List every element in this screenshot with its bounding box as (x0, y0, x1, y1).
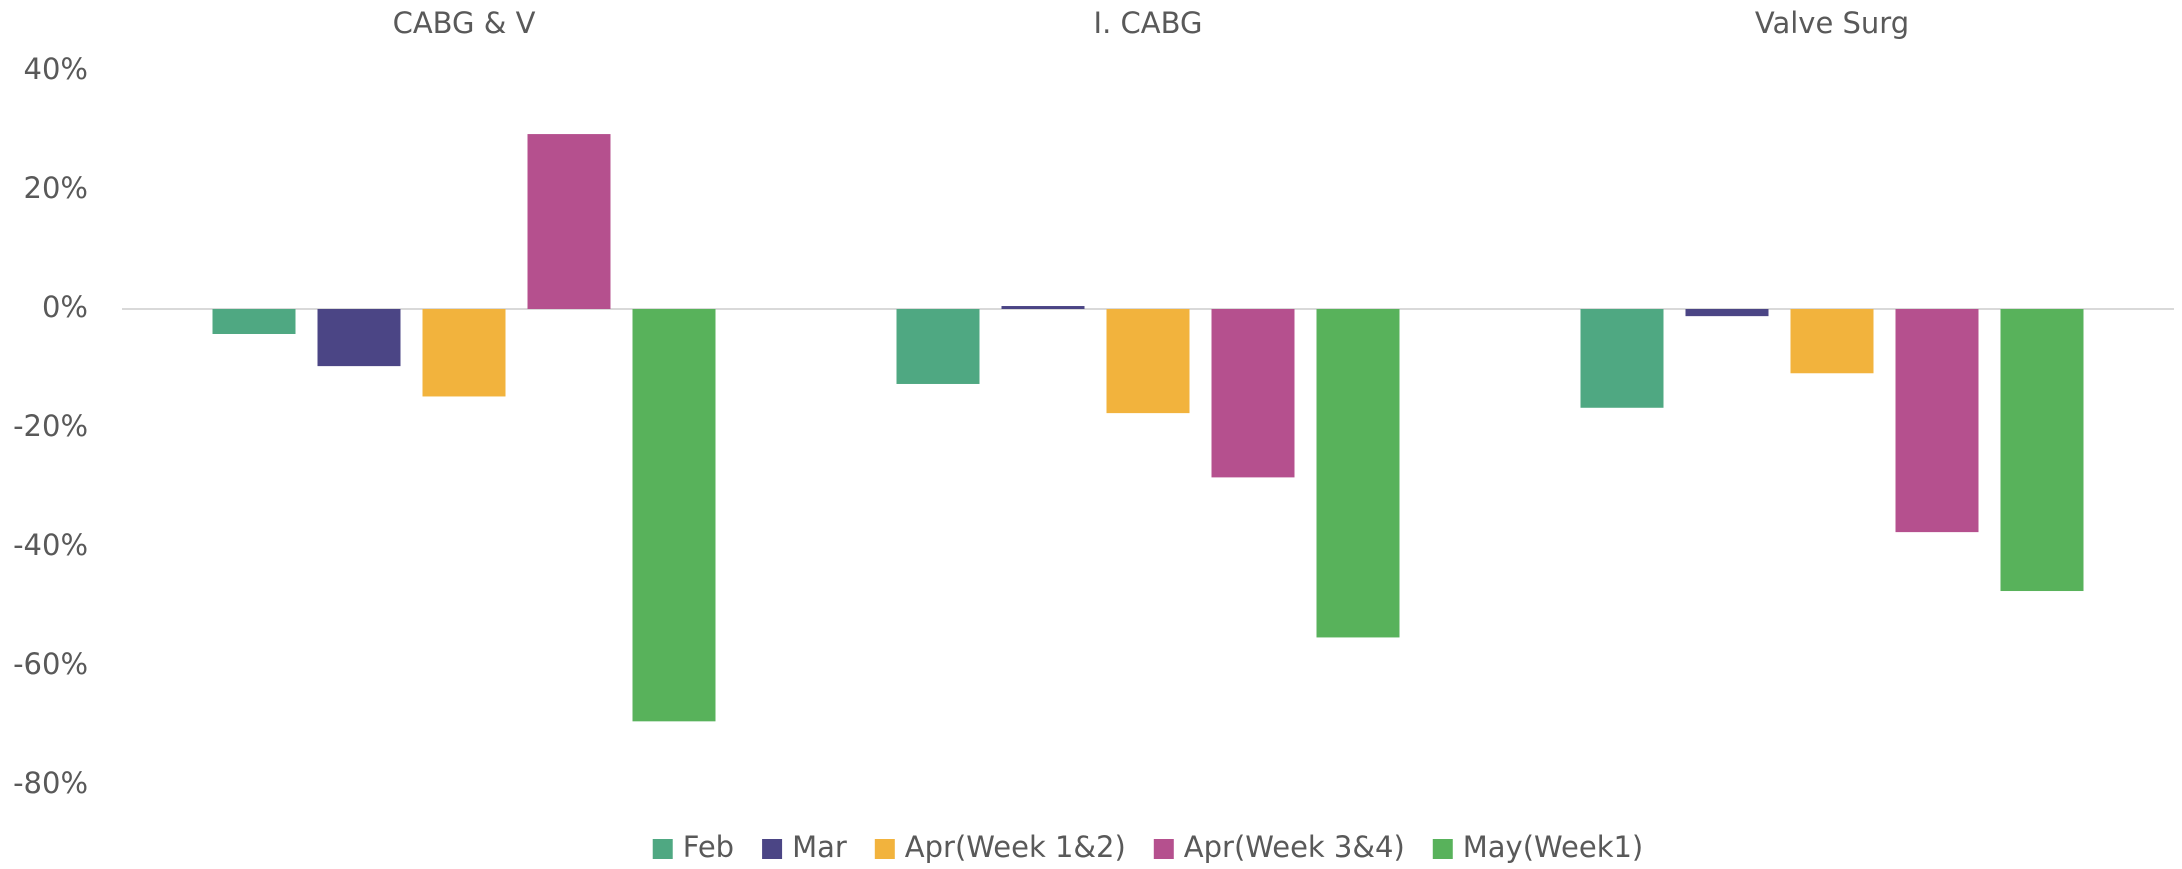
bar (1895, 309, 1979, 533)
bar (2000, 309, 2084, 592)
bar (1001, 306, 1085, 309)
bar (1580, 309, 1664, 408)
category-label: Valve Surg (1755, 6, 1909, 40)
bar (1106, 309, 1190, 414)
bar (527, 134, 611, 309)
y-tick-label: -40% (13, 528, 88, 562)
legend-swatch (762, 839, 783, 859)
legend-label: Feb (683, 830, 734, 864)
bar (422, 309, 506, 397)
legend-label: Mar (792, 830, 847, 864)
legend-swatch (652, 839, 673, 859)
bar (212, 309, 296, 334)
bar (632, 309, 716, 722)
y-tick-label: 0% (42, 290, 88, 324)
legend-label: May(Week1) (1463, 830, 1644, 864)
bar (1790, 309, 1874, 374)
legend-label: Apr(Week 3&4) (1184, 830, 1405, 864)
category-label: I. CABG (1094, 6, 1203, 40)
bar (1316, 309, 1400, 638)
bar (1211, 309, 1295, 478)
y-tick-label: -20% (13, 409, 88, 443)
bar (317, 309, 401, 367)
legend-swatch (874, 839, 895, 859)
y-tick-label: 40% (24, 52, 88, 86)
legend-swatch (1153, 839, 1174, 859)
y-tick-label: 20% (24, 171, 88, 205)
category-label: CABG & V (393, 6, 536, 40)
legend-swatch (1432, 839, 1453, 859)
legend-label: Apr(Week 1&2) (905, 830, 1126, 864)
y-tick-label: -80% (13, 766, 88, 800)
y-tick-label: -60% (13, 647, 88, 681)
bar (1685, 309, 1769, 317)
bar (896, 309, 980, 384)
